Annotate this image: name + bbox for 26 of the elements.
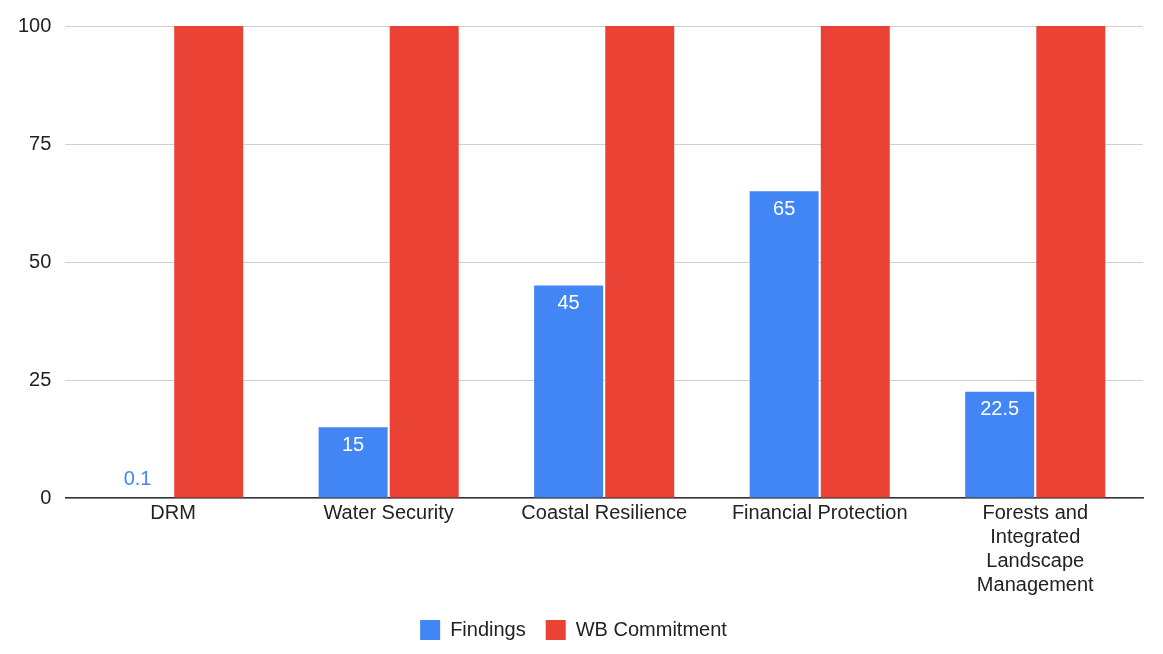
bar [749, 191, 819, 498]
y-tick-label: 0 [40, 485, 52, 508]
data-label: 65 [773, 196, 796, 219]
data-label: 0.1 [123, 467, 152, 490]
x-tick-label: DRM [150, 500, 196, 523]
bar [820, 26, 890, 498]
bar [318, 427, 388, 498]
bar [965, 391, 1035, 498]
y-tick-label: 75 [29, 131, 52, 154]
bar [389, 26, 459, 498]
bar [174, 26, 244, 498]
bar [534, 285, 604, 498]
data-label: 15 [341, 432, 365, 455]
data-label: 22.5 [980, 397, 1020, 420]
legend-label: WB Commitment [575, 617, 728, 640]
x-tick-label: Forests and Integrated Landscape Management [976, 500, 1095, 595]
legend-label: Findings [450, 617, 526, 640]
y-tick-label: 100 [17, 13, 52, 36]
y-tick-label: 50 [29, 249, 52, 272]
x-tick-label: Water Security [323, 500, 454, 523]
x-tick-label: Financial Protection [731, 500, 908, 523]
y-tick-label: 25 [29, 367, 52, 390]
bar [605, 26, 675, 498]
data-label: 45 [557, 291, 580, 314]
bar [1036, 26, 1106, 498]
x-tick-label: Coastal Resilience [521, 500, 687, 523]
